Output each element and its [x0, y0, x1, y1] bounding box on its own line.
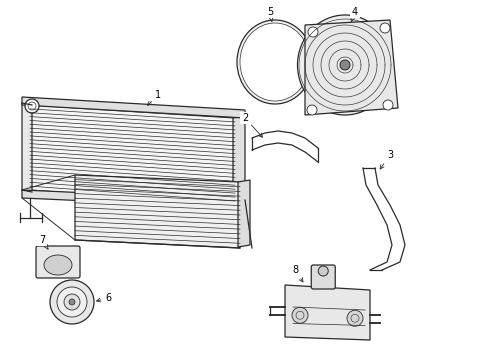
Circle shape: [57, 287, 87, 317]
Polygon shape: [30, 105, 235, 205]
Circle shape: [380, 23, 390, 33]
Text: 7: 7: [39, 235, 48, 249]
Polygon shape: [22, 190, 245, 208]
Circle shape: [383, 100, 393, 110]
Polygon shape: [75, 175, 240, 248]
Polygon shape: [233, 116, 245, 203]
Ellipse shape: [44, 255, 72, 275]
Circle shape: [25, 99, 39, 113]
Circle shape: [308, 27, 318, 37]
Polygon shape: [238, 180, 250, 247]
Ellipse shape: [297, 15, 392, 115]
Circle shape: [347, 310, 363, 326]
Circle shape: [340, 60, 350, 70]
Text: 5: 5: [267, 7, 273, 21]
Text: 8: 8: [292, 265, 303, 282]
Circle shape: [64, 294, 80, 310]
Circle shape: [50, 280, 94, 324]
Text: 2: 2: [242, 113, 263, 137]
Text: 3: 3: [380, 150, 393, 169]
Circle shape: [292, 307, 308, 323]
Polygon shape: [22, 103, 32, 192]
Text: 4: 4: [351, 7, 358, 22]
Circle shape: [318, 266, 328, 276]
Polygon shape: [285, 285, 370, 340]
Text: 6: 6: [97, 293, 111, 303]
Polygon shape: [22, 97, 245, 118]
Circle shape: [307, 105, 317, 115]
Text: 1: 1: [147, 90, 161, 105]
FancyBboxPatch shape: [36, 246, 80, 278]
Polygon shape: [305, 20, 398, 115]
Ellipse shape: [237, 20, 313, 104]
FancyBboxPatch shape: [311, 265, 335, 289]
Ellipse shape: [240, 23, 310, 101]
Circle shape: [69, 299, 75, 305]
